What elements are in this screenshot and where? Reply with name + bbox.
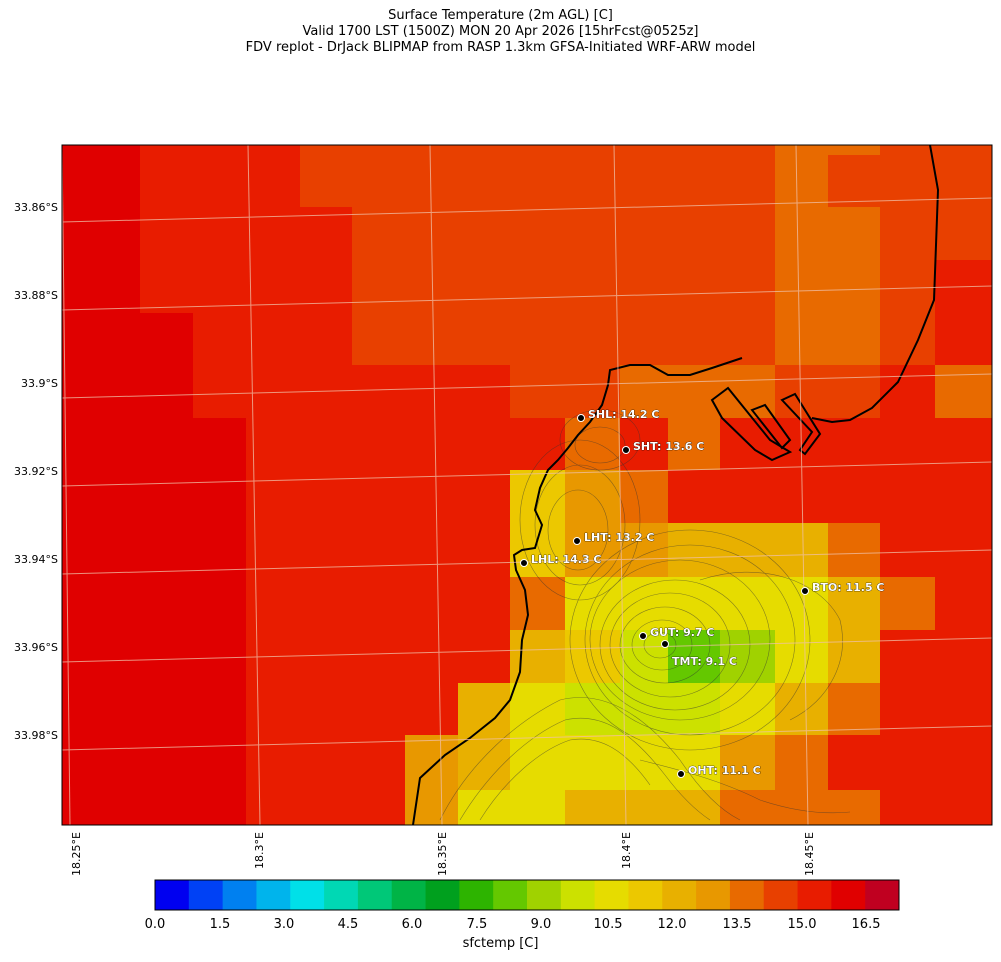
station-label-gut: GUT: 9.7 C xyxy=(650,626,714,639)
colorbar-cell xyxy=(527,880,562,910)
station-dot-gut xyxy=(639,632,647,640)
colorbar-cell xyxy=(696,880,731,910)
station-label-tmt: TMT: 9.1 C xyxy=(672,655,737,668)
map-frame xyxy=(61,144,993,826)
colorbar-tick-label: 9.0 xyxy=(530,917,552,932)
station-dot-bto xyxy=(801,587,809,595)
lon-label: 18.35°E xyxy=(436,832,449,876)
station-label-sht: SHT: 13.6 C xyxy=(633,440,704,453)
harbour-pier xyxy=(750,403,792,450)
temperature-field xyxy=(62,145,992,825)
harbour-breakwater xyxy=(710,386,793,462)
lon-label: 18.45°E xyxy=(803,832,816,876)
coastline-east xyxy=(811,145,940,424)
harbour-mole xyxy=(780,392,822,456)
lat-label: 33.98°S xyxy=(14,729,58,742)
colorbar-cell xyxy=(188,880,224,910)
colorbar-cell xyxy=(797,880,832,910)
colorbar-cell xyxy=(256,880,291,910)
colorbar-tick-label: 16.5 xyxy=(851,917,881,932)
colorbar-cell xyxy=(391,880,427,910)
colorbar-tick-label: 7.5 xyxy=(466,917,488,932)
colorbar-frame xyxy=(154,879,900,911)
colorbar-cell xyxy=(662,880,697,910)
title-line-2: Valid 1700 LST (1500Z) MON 20 Apr 2026 [… xyxy=(302,24,699,39)
lat-label: 33.94°S xyxy=(14,553,58,566)
colorbar-cell xyxy=(222,880,257,910)
lat-label: 33.86°S xyxy=(14,201,58,214)
colorbar-tick-label: 4.5 xyxy=(337,917,359,932)
lat-label: 33.92°S xyxy=(14,465,58,478)
station-label-lhl: LHL: 14.3 C xyxy=(531,553,602,566)
colorbar-tick-label: 3.0 xyxy=(273,917,295,932)
station-dot-sht xyxy=(622,446,630,454)
colorbar-tick-label: 0.0 xyxy=(144,917,166,932)
colorbar-tick-label: 1.5 xyxy=(209,917,231,932)
colorbar-cell xyxy=(865,880,900,910)
lon-label: 18.4°E xyxy=(620,832,633,869)
station-label-bto: BTO: 11.5 C xyxy=(812,581,885,594)
station-label-oht: OHT: 11.1 C xyxy=(688,764,761,777)
colorbar-tick-label: 6.0 xyxy=(401,917,423,932)
lat-label: 33.88°S xyxy=(14,289,58,302)
colorbar-cell xyxy=(290,880,325,910)
station-dot-lht xyxy=(573,537,581,545)
colorbar-cell xyxy=(729,880,765,910)
coastline xyxy=(412,357,743,825)
station-label-shl: SHL: 14.2 C xyxy=(588,408,659,421)
colorbar-cell xyxy=(459,880,494,910)
title-line-1: Surface Temperature (2m AGL) [C] xyxy=(388,8,613,23)
colorbar-cell xyxy=(324,880,359,910)
lat-label: 33.9°S xyxy=(21,377,58,390)
colorbar-tick-label: 10.5 xyxy=(593,917,623,932)
colorbar-cell xyxy=(357,880,393,910)
colorbar-cell xyxy=(493,880,528,910)
colorbar-tick-label: 13.5 xyxy=(722,917,752,932)
colorbar-tick-label: 15.0 xyxy=(787,917,817,932)
colorbar-label: sfctemp [C] xyxy=(462,936,539,951)
terrain-contours xyxy=(439,409,851,821)
colorbar xyxy=(155,880,900,910)
colorbar-cell xyxy=(594,880,629,910)
lat-label: 33.96°S xyxy=(14,641,58,654)
station-dot-lhl xyxy=(520,559,528,567)
colorbar-cell xyxy=(155,880,190,910)
colorbar-cell xyxy=(560,880,596,910)
station-dot-oht xyxy=(677,770,685,778)
station-dot-tmt xyxy=(661,640,669,648)
station-label-lht: LHT: 13.2 C xyxy=(584,531,654,544)
lon-label: 18.3°E xyxy=(253,832,266,869)
colorbar-tick-label: 12.0 xyxy=(657,917,687,932)
lon-label: 18.25°E xyxy=(70,832,83,876)
colorbar-cell xyxy=(628,880,663,910)
colorbar-cell xyxy=(763,880,799,910)
colorbar-cell xyxy=(425,880,460,910)
colorbar-cell xyxy=(831,880,866,910)
station-dot-shl xyxy=(577,414,585,422)
station-markers: SHL: 14.2 C SHT: 13.6 C LHT: 13.2 C LHL:… xyxy=(520,408,885,778)
graticule xyxy=(62,145,992,825)
title-line-3: FDV replot - DrJack BLIPMAP from RASP 1.… xyxy=(245,40,756,55)
